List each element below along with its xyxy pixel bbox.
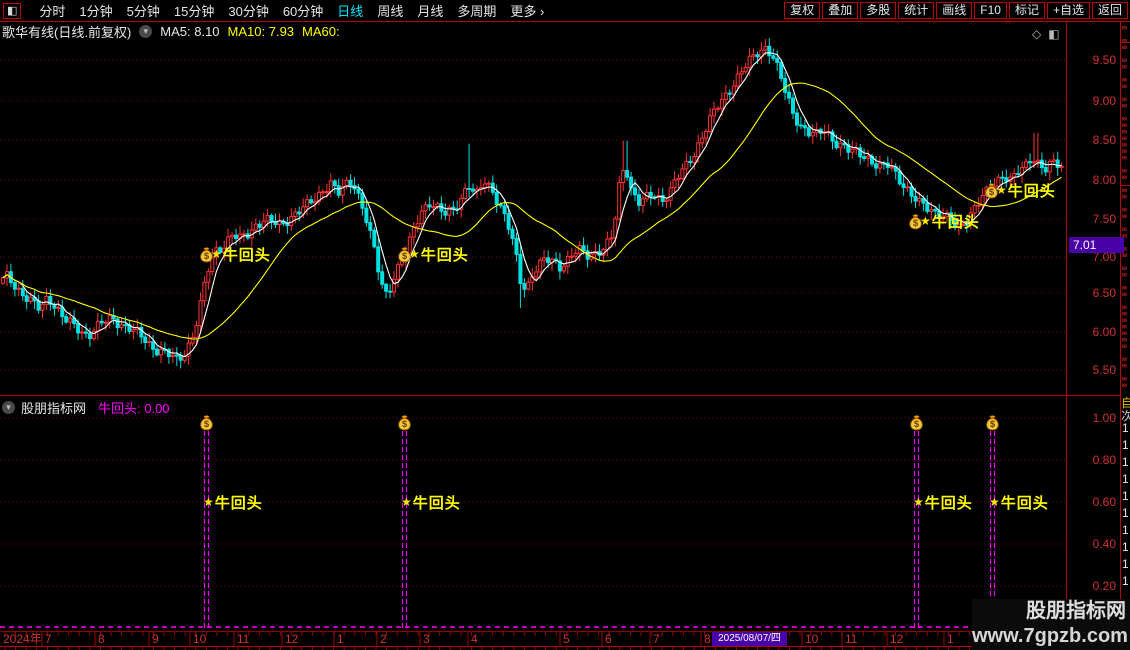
watermark: 股朋指标网 www.7gpzb.com [972,599,1130,650]
chevron-down-icon[interactable]: ▾ [139,25,153,38]
toolbar-button-+自选[interactable]: +自选 [1046,2,1090,19]
period-tab-5分钟[interactable]: 5分钟 [126,4,160,19]
period-tab-1分钟[interactable]: 1分钟 [79,4,113,19]
period-tab-日线[interactable]: 日线 [337,4,364,19]
top-toolbar: ◧ 分时 1分钟 5分钟 15分钟 30分钟 60分钟 日线 周线 月线 多周期 更多 › 复权 叠加… [0,0,1130,21]
toolbar-button-多股[interactable]: 多股 [860,2,897,19]
toolbar-button-叠加[interactable]: 叠加 [822,2,859,19]
period-tab-15分钟[interactable]: 15分钟 [173,4,215,19]
clipped-panel-fragment: 自 次 [1121,397,1130,423]
toolbar-button-F10[interactable]: F10 [974,2,1007,19]
watermark-name: 股朋指标网 [1026,600,1126,622]
current-price-tag: 7.01 [1069,237,1124,253]
period-tab-多周期[interactable]: 多周期 [457,4,497,19]
selected-date-box: 2025/08/07/四 [712,632,787,646]
ma60-value: MA60: [302,24,340,39]
chart-title-bar: 歌华有线(日线.前复权) ▾ MA5: 8.10 MA10: 7.93 MA60… [2,23,340,40]
symbol-title: 歌华有线(日线.前复权) [2,25,132,40]
toolbar-buttons: 复权 叠加 多股 统计 画线 F10 标记 +自选 返回 [784,2,1130,19]
indicator-value: 牛回头: 0.00 [98,401,170,416]
layout-icon[interactable]: ◧ [3,2,22,19]
toolbar-button-复权[interactable]: 复权 [784,2,821,19]
period-tab-更多 ›[interactable]: 更多 › [510,4,545,19]
chevron-down-icon[interactable]: ▾ [2,401,15,414]
ma10-value: MA10: 7.93 [227,24,295,39]
toolbar-button-画线[interactable]: 画线 [936,2,973,19]
indicator-source: 股朋指标网 [21,401,87,416]
toolbar-button-标记[interactable]: 标记 [1008,2,1045,19]
period-tab-周线[interactable]: 周线 [377,4,404,19]
period-tab-分时[interactable]: 分时 [39,4,66,19]
toolbar-button-统计[interactable]: 统计 [898,2,935,19]
period-tabs: ◧ 分时 1分钟 5分钟 15分钟 30分钟 60分钟 日线 周线 月线 多周期 更多 › [0,1,544,20]
ma5-value: MA5: 8.10 [160,24,220,39]
watermark-url: www.7gpzb.com [972,625,1128,647]
period-tab-60分钟[interactable]: 60分钟 [282,4,324,19]
window-mini-icons[interactable]: ◇◧ [1032,27,1067,41]
period-tab-月线[interactable]: 月线 [417,4,444,19]
toolbar-button-返回[interactable]: 返回 [1091,2,1128,19]
indicator-header: ▾ 股朋指标网 牛回头: 0.00 [2,398,170,417]
period-tab-30分钟[interactable]: 30分钟 [228,4,269,19]
